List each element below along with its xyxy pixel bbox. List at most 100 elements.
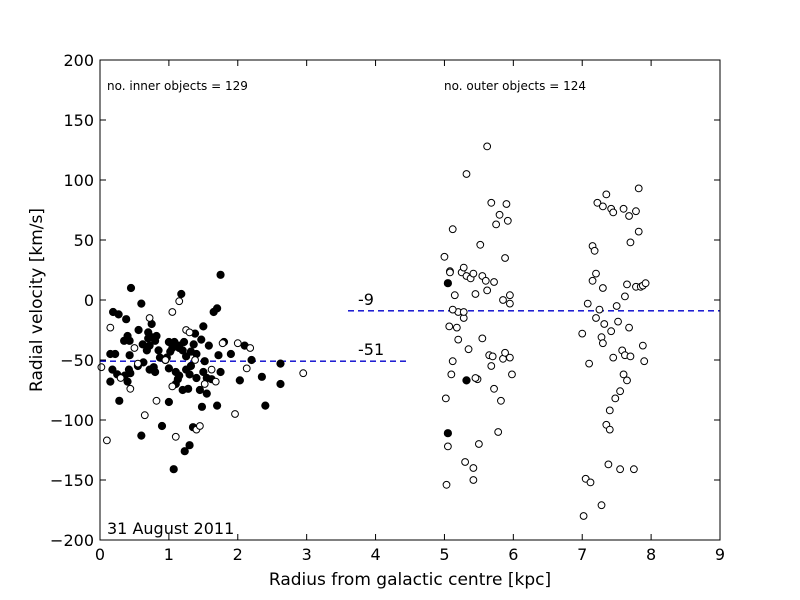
filled-point	[276, 379, 285, 389]
filled-point	[122, 315, 131, 324]
open-point	[595, 305, 604, 314]
open-point	[629, 465, 638, 474]
filled-point	[137, 299, 146, 308]
open-point	[501, 254, 509, 262]
open-point	[626, 352, 635, 361]
open-point	[499, 296, 507, 304]
open-point	[625, 212, 633, 220]
filled-point	[216, 270, 225, 279]
open-point	[440, 252, 449, 261]
outer-mean-label: -9	[358, 290, 374, 309]
open-point	[614, 317, 622, 326]
open-point	[448, 305, 457, 314]
filled-point	[216, 367, 225, 377]
x-tick-label: 2	[233, 545, 243, 564]
open-point	[492, 220, 501, 229]
open-point	[231, 410, 239, 418]
y-tick-label: −50	[60, 351, 94, 370]
axis-ticks: 0 1 2 3 4 5 6 7 8 9 −200 −150 −100 −50 0 50 100 150 200	[50, 51, 725, 564]
open-point	[598, 202, 607, 211]
filled-point	[199, 367, 208, 377]
x-tick-label: 0	[95, 545, 105, 564]
open-point	[97, 363, 106, 372]
filled-point	[123, 377, 132, 386]
open-point	[505, 299, 514, 308]
filled-point	[185, 441, 194, 450]
filled-point	[154, 346, 163, 355]
open-point	[600, 320, 609, 328]
filled-point	[137, 431, 146, 440]
x-tick-label: 1	[164, 545, 174, 564]
open-point	[461, 458, 470, 466]
open-point	[586, 478, 595, 487]
x-tick-label: 4	[370, 545, 380, 564]
open-point	[621, 292, 629, 301]
open-point	[106, 323, 115, 332]
open-point	[469, 476, 478, 484]
open-point	[593, 198, 602, 207]
x-axis-title: Radius from galactic centre [kpc]	[269, 570, 551, 590]
filled-point	[261, 401, 270, 410]
open-point	[442, 480, 451, 489]
open-point	[454, 335, 463, 344]
filled-point	[257, 372, 266, 381]
open-point	[623, 376, 631, 385]
open-point	[488, 352, 497, 361]
y-tick-label: 150	[63, 111, 94, 130]
open-point	[583, 299, 592, 308]
open-point	[218, 339, 227, 348]
open-point	[626, 238, 635, 247]
open-point	[185, 328, 194, 337]
filled-point	[443, 429, 452, 438]
filled-point	[175, 341, 184, 350]
filled-point	[108, 365, 117, 374]
inner-count-annotation: no. inner objects = 129	[107, 79, 248, 93]
open-point	[588, 276, 597, 285]
open-point	[471, 290, 480, 298]
open-point	[195, 422, 204, 430]
open-point	[494, 428, 503, 436]
open-point	[641, 279, 650, 288]
filled-point	[192, 373, 201, 383]
open-point	[605, 425, 614, 434]
open-point	[168, 308, 177, 316]
open-point	[161, 356, 170, 364]
open-point	[634, 184, 643, 193]
filled-point	[106, 377, 115, 386]
open-point	[632, 207, 640, 216]
open-point	[445, 322, 454, 331]
open-point	[585, 359, 594, 368]
open-point	[616, 387, 625, 396]
filled-point	[144, 334, 153, 343]
open-point	[471, 374, 480, 382]
open-point	[508, 370, 516, 379]
filled-point	[182, 365, 191, 374]
open-point	[448, 357, 457, 366]
filled-point	[214, 351, 223, 360]
open-point	[483, 286, 492, 295]
open-point	[459, 263, 468, 272]
open-point	[638, 341, 647, 350]
open-point	[578, 329, 587, 338]
open-point	[459, 308, 468, 316]
y-axis-title: Radial velocity [km/s]	[27, 208, 47, 392]
filled-point	[125, 336, 134, 345]
open-point	[242, 364, 251, 373]
filled-point	[164, 364, 173, 373]
open-point	[171, 432, 180, 441]
open-point	[211, 377, 220, 386]
open-point	[299, 369, 308, 378]
outer-count-annotation: no. outer objects = 124	[444, 79, 586, 93]
open-point	[478, 334, 487, 343]
open-point	[592, 314, 600, 322]
open-point	[609, 208, 618, 217]
open-point	[145, 314, 154, 322]
open-point	[634, 227, 643, 236]
open-point	[616, 465, 625, 474]
filled-point	[126, 283, 136, 293]
open-point	[605, 406, 614, 415]
open-point	[503, 216, 512, 225]
open-point	[102, 436, 111, 445]
